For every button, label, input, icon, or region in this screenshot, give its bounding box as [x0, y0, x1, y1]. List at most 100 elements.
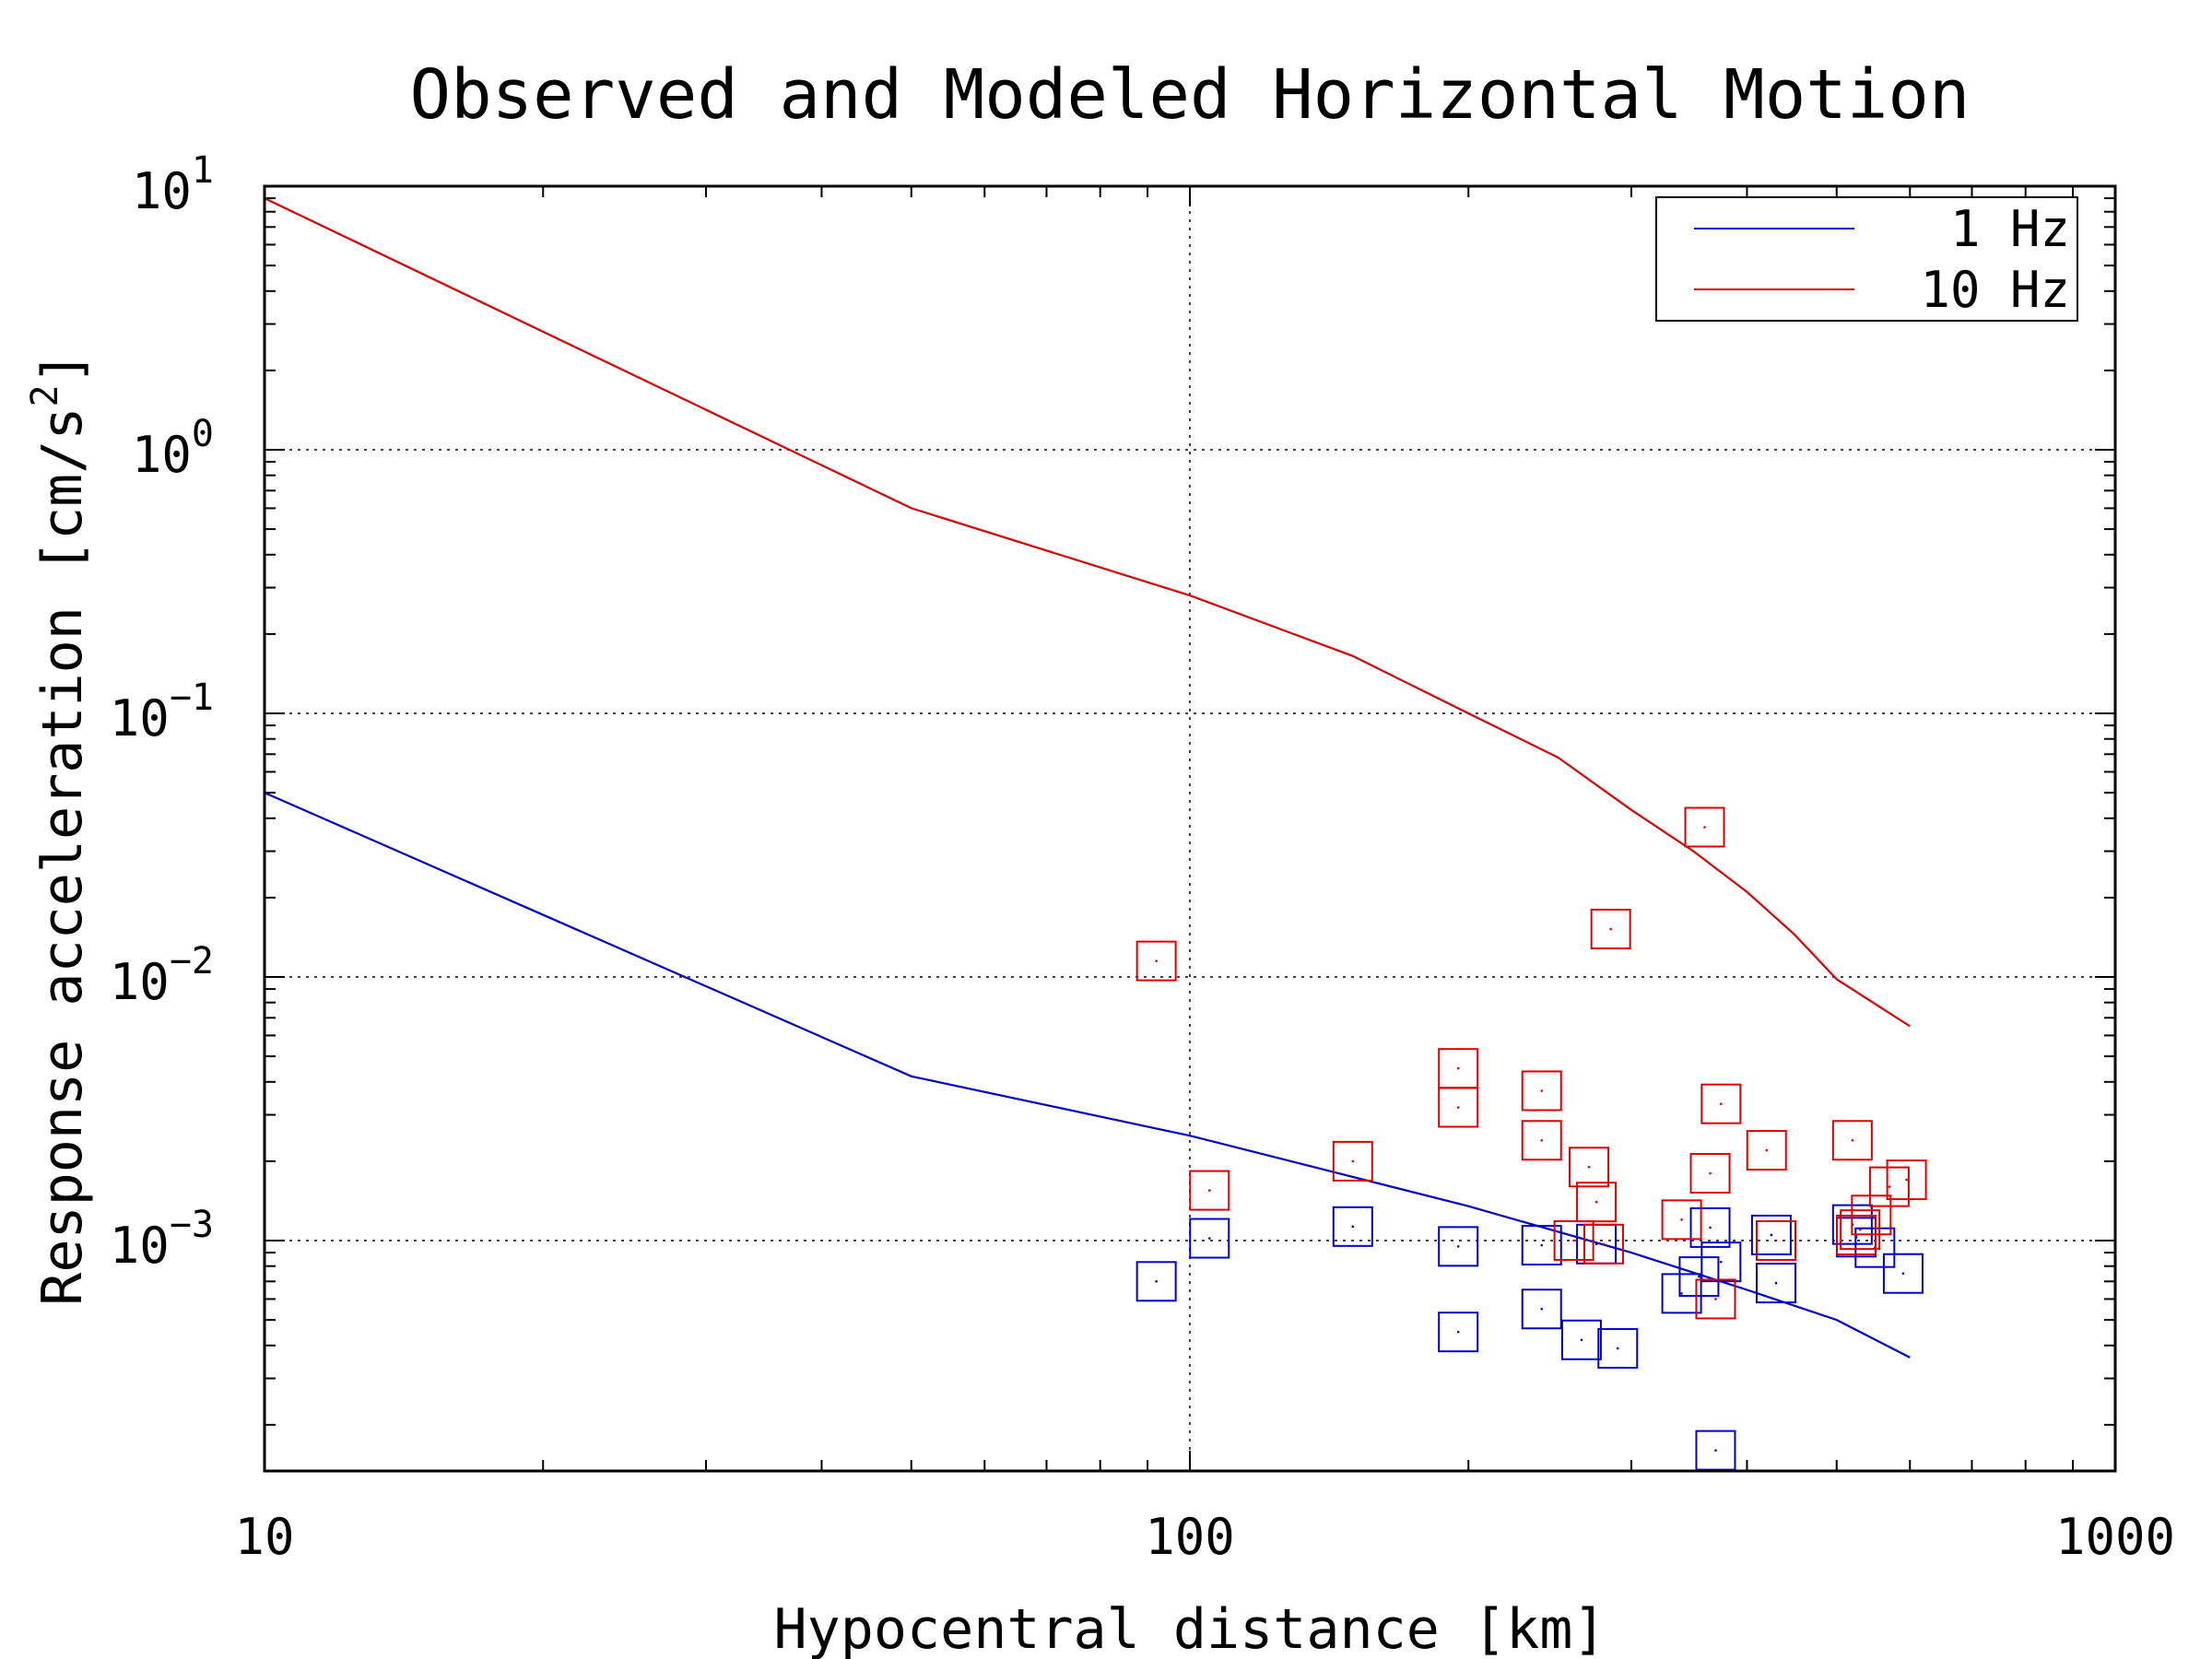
observed-center-dot: [1456, 1245, 1460, 1248]
observed-marker: [1438, 1226, 1479, 1267]
y-tick-label-base: 10: [132, 426, 192, 484]
observed-center-dot: [1155, 959, 1158, 962]
observed-center-dot: [1594, 1242, 1598, 1246]
observed-marker: [1521, 1288, 1562, 1330]
y-tick-label: 100: [132, 413, 214, 484]
grid: [265, 186, 2115, 1471]
observed-marker: [1746, 1130, 1787, 1171]
observed-marker: [1189, 1218, 1230, 1259]
y-axis-label-superscript: 2: [24, 384, 66, 406]
observed-marker: [1576, 1182, 1618, 1223]
y-tick-label-base: 10: [110, 953, 170, 1011]
observed-center-dot: [1888, 1185, 1891, 1188]
y-axis-label-end: ]: [30, 351, 95, 384]
observed-marker: [1135, 940, 1177, 982]
observed-center-dot: [1858, 1228, 1862, 1231]
observed-center-dot: [1456, 1106, 1460, 1109]
observed-center-dot: [1709, 1226, 1712, 1230]
observed-center-dot: [1456, 1066, 1460, 1070]
observed-center-dot: [1540, 1089, 1544, 1092]
observed-center-dot: [1703, 826, 1706, 829]
observed-center-dot: [1540, 1307, 1544, 1311]
observed-center-dot: [1901, 1272, 1905, 1276]
observed-marker: [1135, 1261, 1177, 1302]
observed-marker: [1868, 1166, 1910, 1207]
observed-marker: [1661, 1199, 1702, 1241]
observed-marker: [1521, 1120, 1562, 1161]
observed-center-dot: [1351, 1159, 1355, 1163]
y-axis-label: Response acceleration [cm/s2]: [24, 351, 95, 1306]
y-tick-label: 10−2: [110, 940, 214, 1011]
observed-center-dot: [1774, 1281, 1778, 1285]
y-axis-label-base: Response acceleration [cm/s: [30, 406, 95, 1305]
observed-marker: [1569, 1147, 1610, 1188]
observed-marker: [1597, 1327, 1639, 1369]
y-tick-label-exponent: 1: [192, 149, 214, 192]
x-tick-label: 1000: [2055, 1508, 2175, 1566]
chart-title: Observed and Modeled Horizontal Motion: [410, 55, 1971, 135]
observed-marker: [1189, 1170, 1230, 1211]
minor-ticks: [264, 186, 2115, 1471]
y-tick-label-base: 10: [110, 1217, 170, 1275]
observed-center-dot: [1609, 927, 1612, 931]
observed-marker: [1840, 1209, 1881, 1251]
observed-marker: [1678, 1256, 1720, 1298]
model-line: [264, 792, 1911, 1359]
observed-center-dot: [1698, 1275, 1700, 1278]
series-1-hz: [264, 792, 1924, 1471]
y-tick-label: 10−1: [110, 677, 214, 747]
observed-marker: [1332, 1206, 1373, 1247]
observed-center-dot: [1905, 1178, 1908, 1182]
observed-center-dot: [1714, 1298, 1717, 1300]
series-10-hz: [264, 197, 1927, 1320]
x-axis-label: Hypocentral distance [km]: [773, 1597, 1606, 1659]
model-line: [264, 197, 1911, 1028]
legend-label-10-hz: 10 Hz: [1920, 261, 2070, 319]
observed-marker: [1700, 1241, 1742, 1283]
y-tick-label: 101: [132, 149, 214, 220]
observed-center-dot: [1580, 1338, 1583, 1342]
observed-center-dot: [1851, 1138, 1854, 1142]
observed-center-dot: [1680, 1292, 1683, 1295]
observed-center-dot: [1765, 1148, 1769, 1152]
observed-marker: [1886, 1159, 1927, 1201]
plot-frame: [263, 184, 2117, 1473]
observed-marker: [1521, 1225, 1562, 1266]
y-tick-label-base: 10: [132, 162, 192, 220]
observed-center-dot: [1351, 1225, 1355, 1229]
observed-center-dot: [1720, 1260, 1723, 1264]
observed-center-dot: [1540, 1138, 1544, 1142]
observed-center-dot: [1587, 1165, 1591, 1169]
legend: 1 Hz 10 Hz: [1655, 196, 2078, 322]
observed-marker: [1438, 1312, 1479, 1353]
observed-marker: [1750, 1214, 1792, 1255]
y-tick-label: 10−3: [110, 1204, 214, 1275]
observed-center-dot: [1155, 1280, 1158, 1283]
observed-marker: [1521, 1070, 1562, 1112]
observed-marker: [1700, 1083, 1742, 1124]
observed-center-dot: [1774, 1239, 1778, 1242]
observed-center-dot: [1456, 1330, 1460, 1334]
y-tick-label-exponent: 0: [192, 413, 214, 455]
observed-center-dot: [1680, 1218, 1683, 1221]
observed-marker: [1756, 1220, 1797, 1261]
legend-box: [1655, 196, 2078, 322]
observed-marker: [1689, 1206, 1731, 1248]
x-tick-label: 100: [1145, 1508, 1235, 1566]
observed-marker: [1689, 1152, 1731, 1194]
observed-marker: [1684, 806, 1725, 848]
observed-center-dot: [1720, 1102, 1723, 1106]
y-tick-label-exponent: −3: [170, 1204, 214, 1246]
observed-marker: [1590, 908, 1631, 949]
observed-center-dot: [1616, 1347, 1619, 1350]
series-layer: [264, 197, 1927, 1471]
y-tick-label-base: 10: [110, 689, 170, 747]
observed-center-dot: [1602, 1242, 1606, 1246]
observed-center-dot: [1714, 1449, 1717, 1452]
observed-marker: [1583, 1223, 1624, 1265]
observed-center-dot: [1709, 1171, 1712, 1175]
observed-marker: [1851, 1194, 1892, 1236]
observed-center-dot: [1870, 1213, 1873, 1217]
observed-marker: [1332, 1140, 1373, 1182]
